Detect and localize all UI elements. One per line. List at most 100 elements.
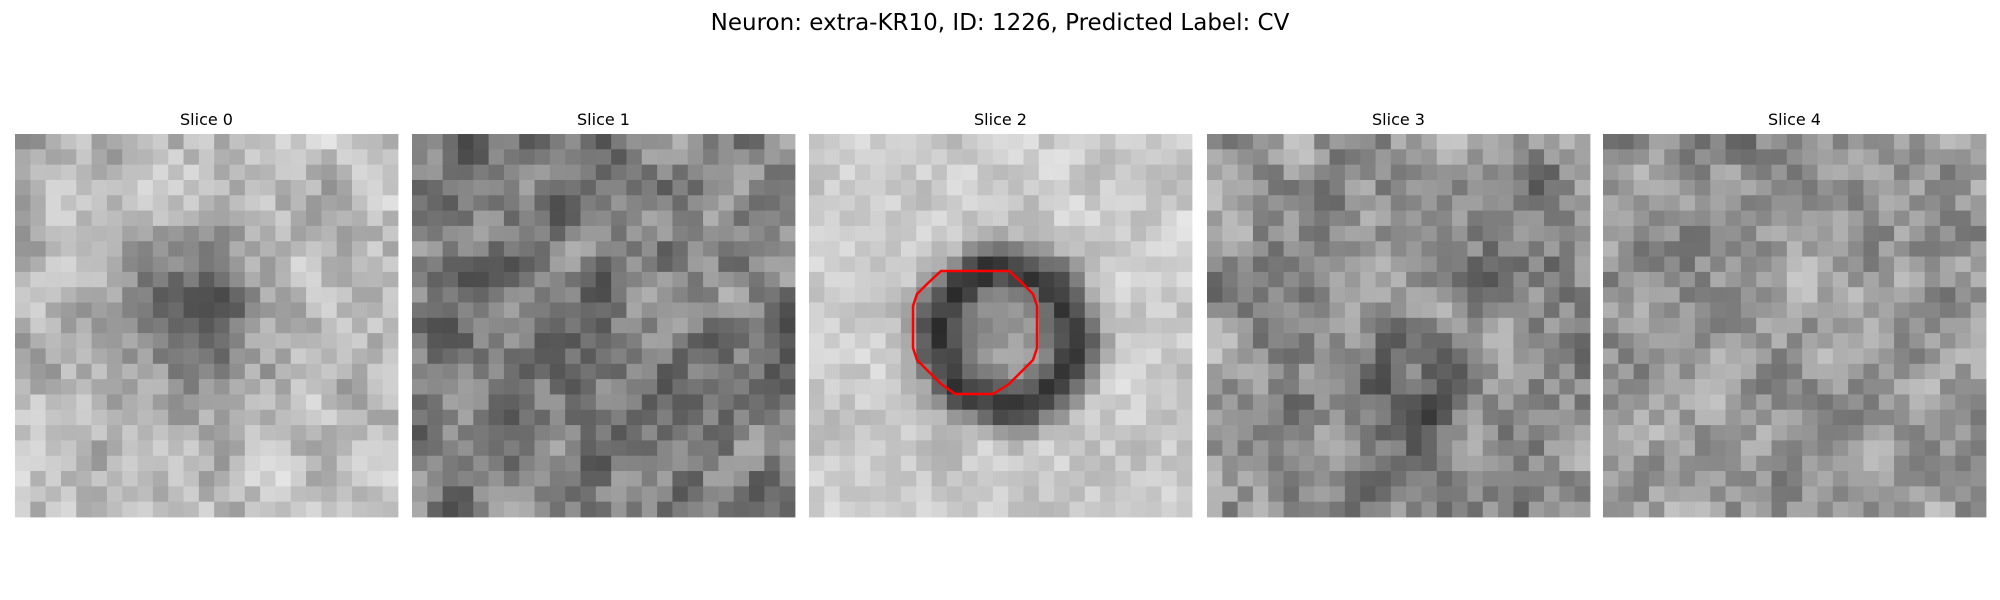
panel: Slice 3: [1207, 110, 1591, 518]
pixel: [91, 486, 108, 503]
pixel: [1038, 149, 1055, 166]
pixel: [946, 317, 963, 334]
pixel: [900, 455, 917, 472]
pixel: [1054, 471, 1070, 487]
pixel: [1940, 440, 1956, 457]
pixel: [1421, 333, 1438, 349]
pixel: [427, 317, 444, 334]
pixel: [1421, 394, 1438, 411]
pixel: [977, 195, 994, 211]
pixel: [1329, 210, 1346, 227]
pixel: [306, 225, 322, 242]
pixel: [549, 425, 566, 441]
pixel: [1863, 471, 1880, 487]
pixel: [1360, 471, 1376, 487]
pixel: [854, 271, 871, 288]
pixel: [1679, 471, 1696, 487]
pixel: [198, 134, 215, 150]
pixel: [977, 302, 994, 319]
pixel: [1756, 379, 1772, 395]
pixel: [641, 363, 658, 380]
pixel: [1970, 409, 1987, 426]
pixel: [1207, 149, 1223, 166]
pixel: [473, 210, 489, 227]
pixel: [946, 302, 963, 319]
pixel: [611, 440, 627, 457]
pixel: [931, 256, 948, 273]
pixel: [336, 363, 353, 380]
pixel: [457, 149, 474, 166]
pixel: [1955, 333, 1972, 349]
pixel: [1436, 210, 1453, 227]
pixel: [1084, 501, 1101, 518]
pixel: [321, 225, 338, 242]
pixel: [946, 455, 963, 472]
pixel: [1771, 164, 1788, 181]
pixel: [611, 225, 627, 242]
pixel: [168, 256, 184, 273]
pixel: [1008, 348, 1024, 365]
pixel: [503, 394, 520, 411]
pixel: [931, 379, 948, 395]
pixel: [457, 134, 474, 150]
pixel: [352, 394, 368, 411]
pixel: [457, 409, 474, 426]
pixel: [1970, 501, 1987, 518]
pixel: [91, 164, 108, 181]
pixel: [1237, 287, 1254, 303]
pixel: [1146, 256, 1162, 273]
pixel: [1100, 317, 1116, 334]
pixel: [672, 195, 689, 211]
pixel: [885, 317, 902, 334]
pixel: [1421, 440, 1438, 457]
pixel: [183, 486, 200, 503]
pixel: [1863, 425, 1880, 441]
pixel: [641, 394, 658, 411]
pixel: [1390, 425, 1407, 441]
pixel: [352, 241, 368, 257]
pixel: [1207, 440, 1223, 457]
pixel: [473, 471, 489, 487]
pixel: [657, 425, 673, 441]
pixel: [1038, 348, 1055, 365]
pixel: [1452, 333, 1468, 349]
pixel: [198, 455, 215, 472]
pixel: [657, 149, 673, 166]
pixel: [1574, 287, 1591, 303]
pixel: [946, 471, 963, 487]
panel: Slice 2: [809, 110, 1193, 518]
pixel: [1482, 287, 1499, 303]
pixel: [30, 195, 47, 211]
pixel: [488, 394, 505, 411]
pixel: [733, 501, 750, 518]
pixel: [1894, 271, 1910, 288]
pixel: [1436, 271, 1453, 288]
pixel: [565, 409, 581, 426]
pixel: [152, 134, 169, 150]
pixel: [1038, 164, 1055, 181]
pixel: [15, 225, 31, 242]
pixel: [1802, 379, 1818, 395]
pixel: [809, 363, 825, 380]
pixel: [1115, 471, 1132, 487]
pixel: [106, 409, 123, 426]
pixel: [1482, 241, 1499, 257]
pixel: [137, 348, 154, 365]
pixel: [321, 440, 338, 457]
pixel: [76, 149, 92, 166]
pixel: [244, 225, 261, 242]
pixel: [1421, 409, 1438, 426]
pixel: [1084, 348, 1101, 365]
pixel: [198, 440, 215, 457]
pixel: [45, 409, 62, 426]
pixel: [1498, 455, 1514, 472]
pixel: [1513, 333, 1530, 349]
pixel: [1100, 210, 1116, 227]
pixel: [352, 195, 368, 211]
pixel: [931, 394, 948, 411]
pixel: [824, 179, 841, 196]
pixel: [76, 394, 92, 411]
pixel: [244, 501, 261, 518]
pixel: [1421, 348, 1438, 365]
pixel: [488, 333, 505, 349]
